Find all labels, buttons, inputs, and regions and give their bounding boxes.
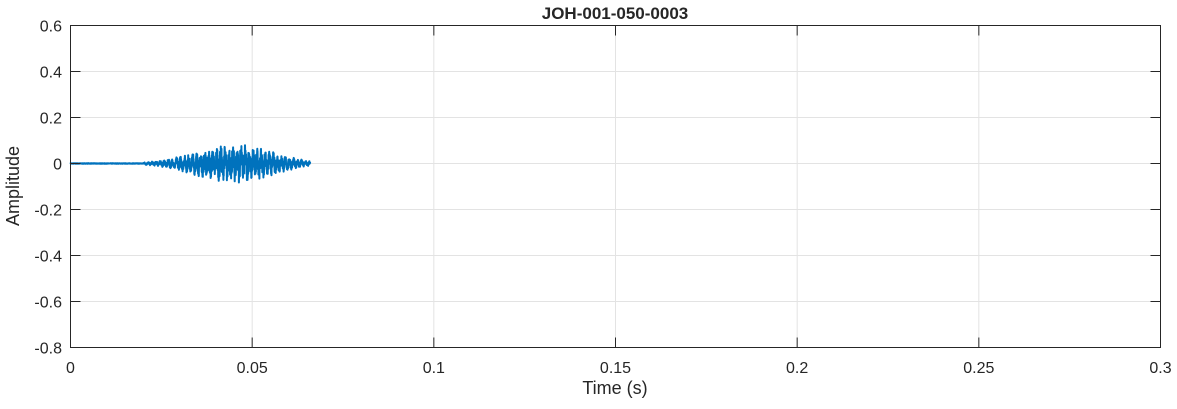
y-axis-ticks: -0.8 -0.6 -0.4 -0.2 0 0.2 0.4 0.6	[34, 19, 1161, 358]
x-tick-label: 0.25	[963, 360, 994, 377]
y-axis-label: Amplitude	[3, 146, 23, 226]
y-tick-label: 0.4	[40, 65, 62, 82]
waveform-line	[69, 144, 312, 184]
y-tick-label: -0.6	[34, 295, 62, 312]
x-axis-ticks: 0 0.05 0.1 0.15 0.2 0.25 0.3	[66, 25, 1172, 377]
y-tick-label: -0.4	[34, 249, 62, 266]
y-tick-label: -0.2	[34, 203, 62, 220]
y-tick-label: 0.2	[40, 111, 62, 128]
x-tick-label: 0	[66, 360, 75, 377]
y-tick-label: 0.6	[40, 19, 62, 36]
x-tick-label: 0.2	[786, 360, 808, 377]
x-tick-label: 0.1	[423, 360, 445, 377]
x-axis-label: Time (s)	[582, 378, 647, 398]
chart-title: JOH-001-050-0003	[542, 4, 688, 23]
x-tick-label: 0.15	[600, 360, 631, 377]
y-tick-label: 0	[53, 157, 62, 174]
y-tick-label: -0.8	[34, 341, 62, 358]
x-tick-label: 0.05	[237, 360, 268, 377]
x-tick-label: 0.3	[1149, 360, 1171, 377]
grid	[70, 25, 1161, 348]
